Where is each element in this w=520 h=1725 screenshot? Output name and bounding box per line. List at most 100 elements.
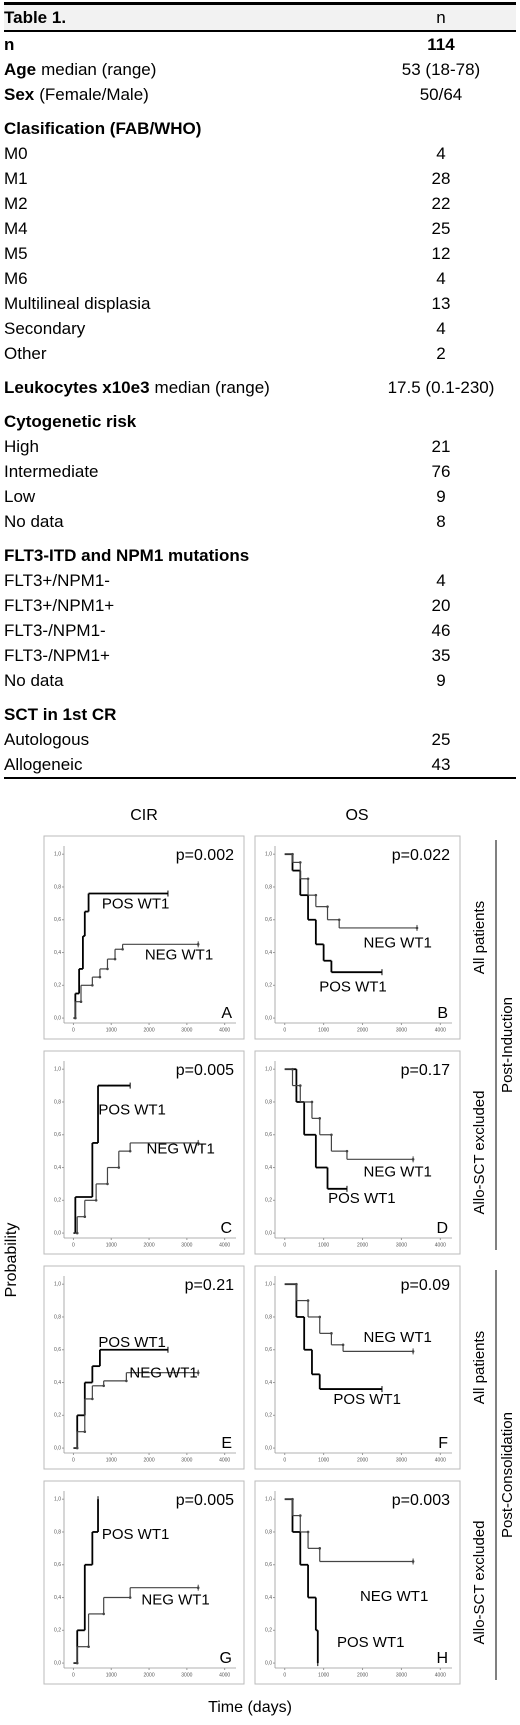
table-row: M4 25	[4, 216, 516, 241]
y-tick-label: 0,4	[54, 1380, 61, 1386]
x-tick-label: 4000	[219, 1242, 230, 1248]
censor-dot	[83, 1215, 87, 1218]
y-tick-label: 0,0	[54, 1445, 61, 1451]
table-row: Leukocytes x10e3 median (range) 17.5 (0.1-…	[4, 375, 516, 400]
censor-dot	[298, 861, 302, 864]
x-tick-label: 3000	[396, 1242, 407, 1248]
row-value: 35	[431, 646, 451, 665]
row-value: 21	[431, 437, 451, 456]
censor-dot	[79, 1000, 83, 1003]
row-label: No data	[4, 671, 64, 690]
y-axis-label: Probability	[3, 1223, 20, 1298]
y-tick-label: 0,0	[54, 1660, 61, 1666]
series-label: POS WT1	[98, 1334, 166, 1351]
censor-dot	[74, 1016, 77, 1020]
row-label: Cytogenetic risk	[4, 412, 137, 431]
x-tick-label: 1000	[106, 1027, 117, 1033]
x-tick-label: 0	[72, 1242, 75, 1248]
panel-frame	[43, 1265, 245, 1470]
panel-frame	[43, 1050, 245, 1255]
row-label: All patients	[471, 1331, 488, 1404]
table-row: n 114	[4, 32, 516, 57]
row-label: M6	[4, 269, 28, 288]
censor-dot	[318, 1547, 322, 1550]
row-label-cell: High	[4, 434, 366, 459]
row-label: All patients	[471, 901, 488, 974]
censor-dot	[98, 975, 102, 979]
x-tick-label: 1000	[106, 1242, 117, 1248]
panel-frame	[254, 835, 461, 1040]
x-tick-label: 4000	[435, 1242, 446, 1248]
row-label: SCT in 1st CR	[4, 705, 117, 724]
row-label-cell: Sex (Female/Male)	[4, 82, 366, 107]
y-tick-label: 0,8	[54, 1314, 61, 1320]
row-label-cell: Low	[4, 484, 366, 509]
row-label-cell: Allogeneic	[4, 752, 366, 777]
x-tick-label: 0	[283, 1242, 286, 1248]
row-label: Multilineal displasia	[4, 294, 151, 313]
x-tick-label: 0	[283, 1027, 286, 1033]
y-tick-label: 0,8	[265, 1529, 272, 1535]
figure: CIR OS Probability Time (days) All patients A…	[3, 807, 516, 1716]
row-value: 9	[436, 487, 446, 506]
series-label: NEG WT1	[147, 1140, 215, 1157]
row-label-cell: SCT in 1st CR	[4, 702, 366, 727]
row-value: 4	[436, 144, 446, 163]
table-row: M2 22	[4, 191, 516, 216]
row-value-empty	[366, 702, 516, 727]
row-label-cell: M2	[4, 191, 366, 216]
y-tick-label: 0,6	[54, 1347, 61, 1353]
row-label: FLT3+/NPM1-	[4, 571, 110, 590]
x-tick-label: 0	[283, 1672, 286, 1678]
p-value: p=0.17	[401, 1062, 450, 1079]
panel-frame	[43, 1480, 245, 1685]
censor-dot	[337, 918, 341, 922]
p-value: p=0.21	[185, 1277, 234, 1294]
table-row: Intermediate 76	[4, 459, 516, 484]
row-value: 53 (18-78)	[401, 60, 481, 79]
y-tick-label: 0,4	[265, 1380, 272, 1386]
row-gap	[4, 107, 516, 116]
row-label-cell: FLT3-/NPM1+	[4, 643, 366, 668]
censor-dot	[128, 1596, 132, 1599]
y-tick-label: 0,2	[54, 983, 61, 989]
censor-dot	[75, 1231, 79, 1235]
row-label-cell: M1	[4, 166, 366, 191]
row-label-cell: FLT3+/NPM1-	[4, 568, 366, 593]
panel-frame	[254, 1480, 461, 1685]
row-label-cell: FLT3-ITD and NPM1 mutations	[4, 543, 366, 568]
censor-dot	[117, 1166, 121, 1169]
y-tick-label: 0,6	[265, 1132, 272, 1138]
row-value: 17.5 (0.1-230)	[387, 378, 495, 397]
x-tick-label: 1000	[318, 1457, 329, 1463]
row-label-cell: n	[4, 32, 366, 57]
x-tick-label: 2000	[143, 1027, 154, 1033]
row-label-cell: Age median (range)	[4, 57, 366, 82]
p-value: p=0.005	[176, 1492, 234, 1509]
table-row: FLT3+/NPM1- 4	[4, 568, 516, 593]
row-value: 50/64	[419, 85, 463, 104]
panel-frame	[254, 1050, 461, 1255]
censor-dot	[345, 1149, 349, 1153]
x-tick-label: 3000	[181, 1672, 192, 1678]
series-label: NEG WT1	[364, 1163, 432, 1180]
x-axis-label: Time (days)	[208, 1699, 292, 1716]
row-label-cell: No data	[4, 668, 366, 693]
panel-frame	[43, 835, 245, 1040]
x-tick-label: 1000	[318, 1027, 329, 1033]
y-tick-label: 0,4	[54, 1595, 61, 1601]
row-label: FLT3-ITD and NPM1 mutations	[4, 546, 250, 565]
censor-dot	[298, 1084, 302, 1087]
censor-dot	[330, 1332, 333, 1335]
panel-letter: C	[220, 1220, 232, 1237]
row-label-cell: Clasification (FAB/WHO)	[4, 116, 366, 141]
censor-dot	[125, 1379, 128, 1383]
panel-frame	[254, 1265, 461, 1470]
row-gap	[4, 534, 516, 543]
row-detail: median (range)	[154, 378, 270, 397]
row-value-empty	[366, 409, 516, 434]
x-tick-label: 0	[72, 1672, 75, 1678]
censor-dot	[91, 1397, 94, 1401]
row-value: 25	[431, 219, 451, 238]
